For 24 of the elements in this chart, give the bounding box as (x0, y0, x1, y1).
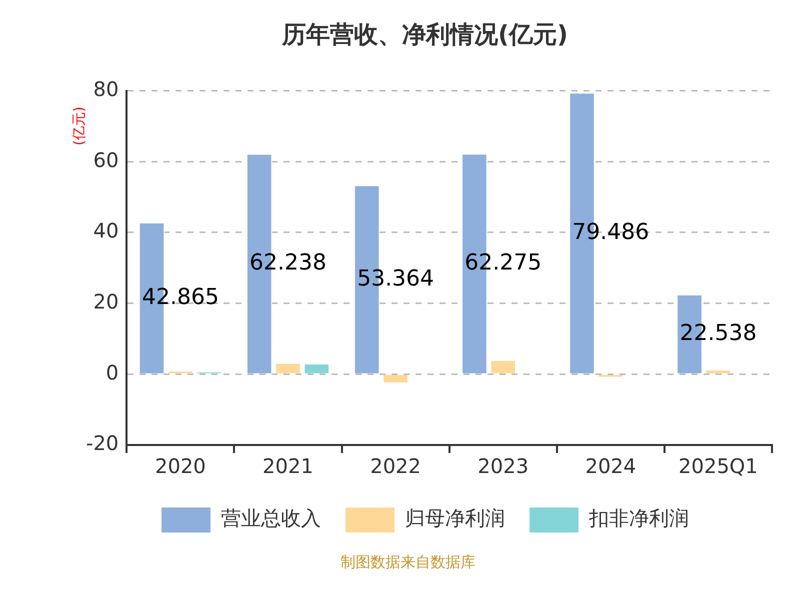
data-label: 53.364 (357, 266, 434, 292)
y-tick-label: 80 (93, 77, 119, 102)
data-label: 79.486 (572, 220, 650, 246)
x-tick-label: 2020 (154, 454, 206, 478)
data-label: 22.538 (680, 320, 757, 346)
y-axis-title: (亿元) (72, 106, 88, 146)
data-label: 62.275 (464, 250, 542, 276)
legend-label: 归母净利润 (405, 506, 505, 530)
y-tick-label: -20 (86, 431, 119, 456)
x-tick-label: 2023 (478, 454, 529, 478)
y-tick-label: 20 (93, 290, 119, 314)
text: 制图数据来自数据库 (340, 553, 476, 572)
chart-title: 历年营收、净利情况(亿元) (281, 20, 568, 49)
data-label: 42.865 (142, 284, 219, 310)
x-tick-label: 2022 (370, 454, 422, 478)
legend-label: 扣非净利润 (588, 506, 689, 530)
data-label: 62.238 (250, 250, 326, 276)
y-tick-label: 40 (93, 218, 119, 243)
x-tick-label: 2024 (585, 454, 636, 478)
y-tick-label: 0 (106, 360, 119, 384)
y-tick-label: 60 (93, 148, 119, 172)
legend-label: 营业总收入 (221, 506, 321, 530)
x-tick-label: 2021 (262, 454, 314, 478)
x-tick-label: 2025Q1 (678, 454, 758, 478)
